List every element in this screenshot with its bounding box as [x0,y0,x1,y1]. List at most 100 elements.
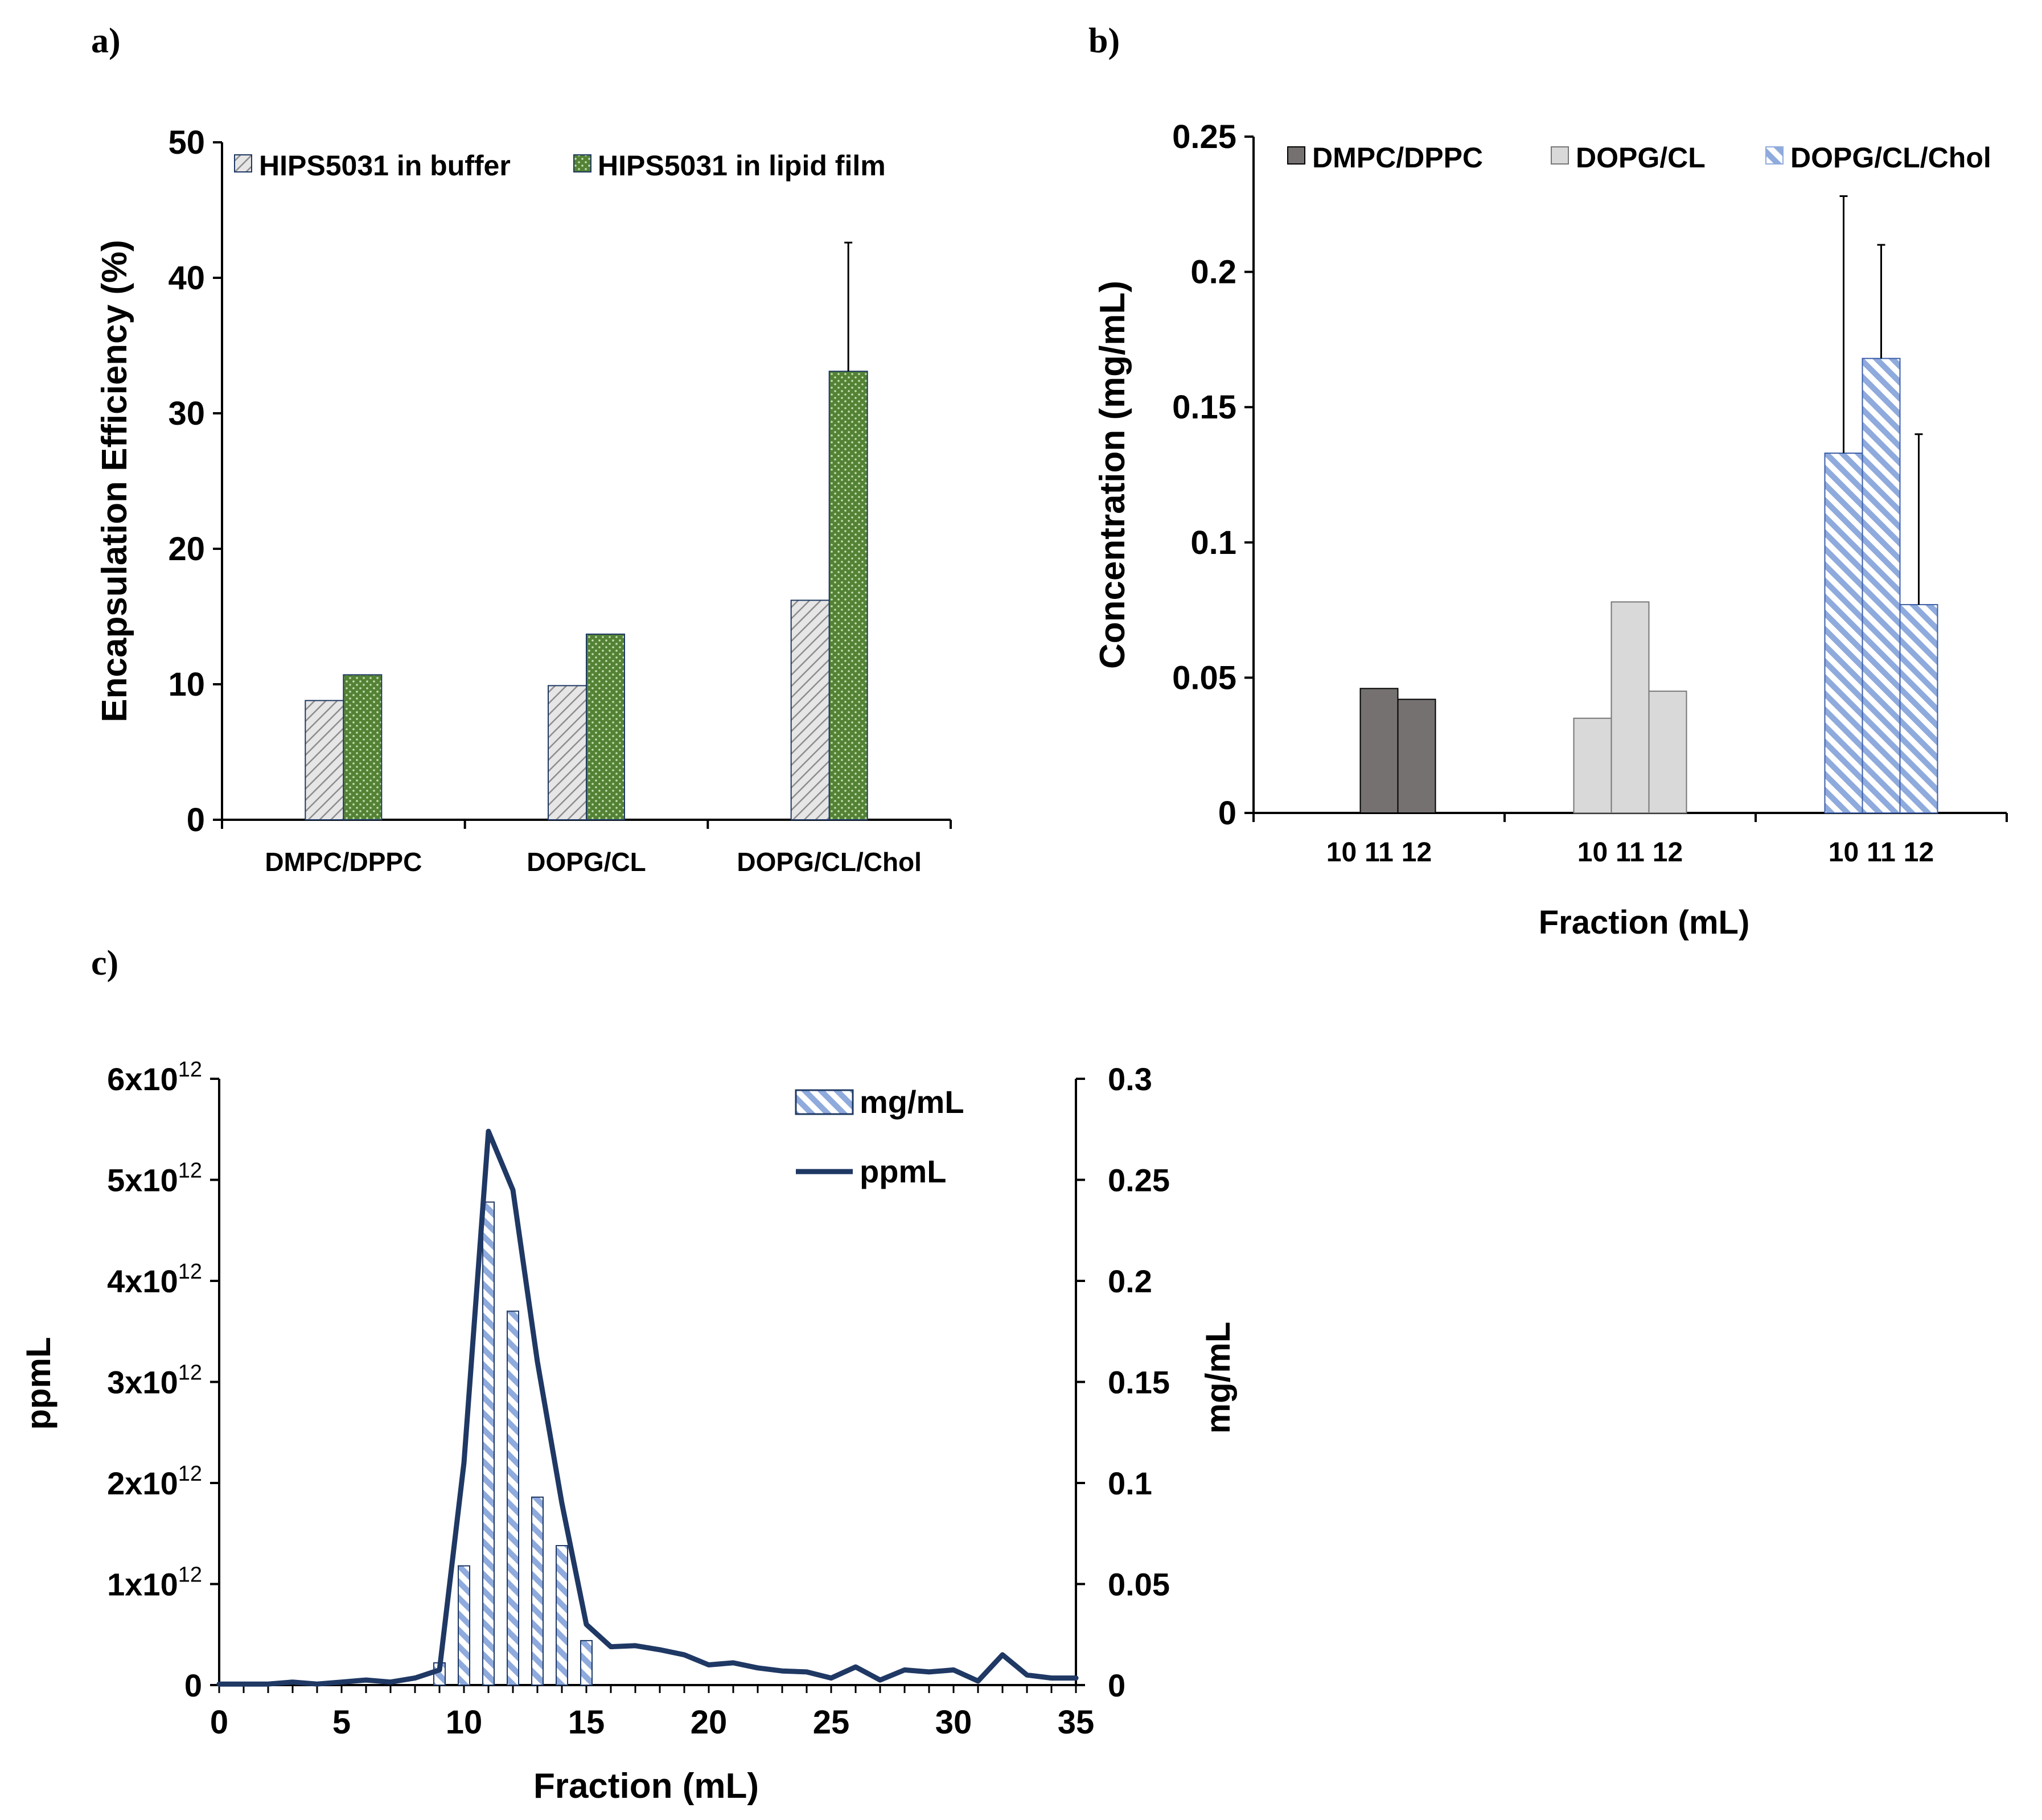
panel-c-right-tick-label: 0 [1108,1667,1125,1703]
panel-a-bar-dmpc-dppc-buffer [305,700,344,821]
panel-a-y-axis-title: Encapsulation Efficiency (%) [95,240,134,722]
legend-swatch-dopg-cl [1551,146,1569,165]
panel-c-left-tick-label: 2x1012 [107,1462,202,1501]
panel-c-x-tick-label: 25 [813,1704,850,1741]
panel-a-y-tick-label: 30 [168,395,205,432]
panel-b-x-axis-title: Fraction (mL) [1539,904,1750,941]
legend-label-lipid-film: HIPS5031 in lipid film [598,150,886,182]
panel-c-bar-f10 [458,1565,470,1686]
legend-label-dopg-cl-chol: DOPG/CL/Chol [1790,142,1991,174]
panel-c-left-tick-exponent: 12 [178,1462,202,1486]
panel-a-bar-dopg-cl-lipid-film [586,633,625,820]
panel-c-left-tick-exponent: 12 [178,1260,202,1284]
panel-b-y-tick-label: 0.25 [1172,118,1236,155]
panel-c-left-tick-base: 2x10 [107,1465,178,1501]
panel-a-y-tick-label: 20 [168,531,205,568]
panel-a-bar-dopg-cl-chol-buffer [790,599,830,820]
panel-c-left-tick-label: 4x1012 [107,1260,202,1299]
panel-c-legend: mg/mL ppmL [795,1084,964,1189]
panel-a-category-label: DOPG/CL/Chol [737,847,922,877]
panel-b-bar-dopg-cl-chol-f11 [1862,358,1901,814]
panel-a-y-tick-label: 50 [168,124,205,161]
panel-b-bar-dopg-cl-f10 [1573,717,1612,814]
panel-b-fraction-label: 11 [1867,837,1896,868]
panel-c-left-tick-label: 6x1012 [107,1058,202,1097]
panel-b-bar-dopg-cl-chol-f10 [1824,452,1863,814]
panel-b-bar-dmpc-dppc-f12 [1397,699,1436,814]
panel-c-x-tick-label: 35 [1058,1704,1095,1741]
panel-c-right-axis-title: mg/mL [1199,1322,1237,1434]
panel-c-left-tick-base: 0 [184,1667,202,1703]
panel-c-x-tick-label: 0 [210,1704,228,1741]
panel-c-left-tick-base: 4x10 [107,1263,178,1299]
panel-b-legend: DMPC/DPPC DOPG/CL DOPG/CL/Chol [1287,142,1991,174]
panel-b-fraction-label: 10 [1577,837,1608,868]
panel-c-bar-f15 [580,1640,593,1686]
panel-c-x-tick-label: 5 [332,1704,351,1741]
panel-label-a: a) [91,22,121,60]
panel-c-x-tick-label: 10 [446,1704,483,1741]
panel-b-bar-dopg-cl-f11 [1610,601,1650,814]
panel-c-bar-f13 [531,1496,544,1686]
panel-c-left-tick-exponent: 12 [178,1159,202,1183]
panel-c-right-tick-label: 0.2 [1108,1263,1152,1299]
panel-c-left-axis-title: ppmL [19,1337,57,1429]
panel-c-left-tick-label: 1x1012 [107,1563,202,1603]
panel-c-left-tick-base: 1x10 [107,1567,178,1603]
panel-b-bar-dmpc-dppc-f11 [1359,688,1399,814]
panel-b-fraction-label: 10 [1829,837,1859,868]
legend-swatch-buffer [234,154,252,172]
panel-b-y-axis-title: Concentration (mg/mL) [1093,281,1132,669]
legend-swatch-lipid-film [573,154,591,172]
panel-b-fraction-label: 11 [1616,837,1645,868]
panel-b-y-tick-label: 0.15 [1172,389,1236,426]
legend-swatch-mg-ml [795,1089,854,1115]
panel-c-bar-f11 [482,1201,495,1686]
panel-c-left-tick-exponent: 12 [178,1058,202,1082]
panel-c-right-tick-label: 0.1 [1108,1465,1152,1501]
panel-c-right-tick-label: 0.15 [1108,1365,1170,1400]
panel-b-fraction-label: 12 [1904,837,1934,868]
panel-c-left-tick-exponent: 12 [178,1563,202,1587]
panel-a-bar-dopg-cl-chol-lipid-film [828,371,868,820]
panel-a-category-label: DOPG/CL [527,847,646,877]
panel-a-y-tick-label: 40 [168,260,205,297]
panel-c-left-tick-label: 0 [184,1667,202,1703]
panel-b-y-tick-label: 0 [1218,795,1236,832]
panel-c-bar-f12 [507,1310,519,1686]
panel-a-chart: 0 10 20 30 40 50 DMPC/DPPC DOPG/CL DOPG/CL/Chol… [95,124,952,877]
panel-a-y-tick-label: 0 [187,802,205,839]
panel-b-y-tick-label: 0.05 [1172,659,1236,696]
panel-c-left-tick-label: 5x1012 [107,1159,202,1198]
panel-c-x-axis-title: Fraction (mL) [533,1766,759,1806]
panel-b-fraction-label: 12 [1402,837,1432,868]
panel-c-right-tick-label: 0.25 [1108,1162,1170,1198]
panel-b-fraction-label: 10 [1326,837,1357,868]
legend-swatch-dopg-cl-chol [1765,146,1784,165]
legend-label-dopg-cl: DOPG/CL [1576,142,1706,174]
legend-label-dmpc-dppc: DMPC/DPPC [1312,142,1483,174]
panel-b-chart: 0 0.05 0.1 0.15 0.2 0.25 10 11 12 10 11 12 10 11 12 C… [1093,118,2008,941]
panel-label-b: b) [1088,22,1120,60]
panel-a-category-label: DMPC/DPPC [265,847,422,877]
legend-label-buffer: HIPS5031 in buffer [259,150,511,182]
panel-c-left-tick-base: 6x10 [107,1061,178,1097]
panel-c-x-tick-label: 20 [691,1704,728,1741]
legend-label-ppml: ppmL [860,1153,946,1189]
panel-c-ppml-line [216,1128,1079,1687]
panel-c-left-tick-base: 3x10 [107,1365,178,1400]
panel-c-right-tick-label: 0.3 [1108,1061,1152,1097]
panel-c-x-tick-label: 15 [568,1704,605,1741]
panel-c-right-tick-label: 0.05 [1108,1567,1170,1603]
panel-c-bar-f14 [556,1545,568,1686]
panel-b-bar-dopg-cl-f12 [1648,691,1687,814]
panel-a-bar-dmpc-dppc-lipid-film [343,674,383,820]
panel-c-x-tick-label: 30 [935,1704,972,1741]
panel-a-y-tick-label: 10 [168,666,205,703]
panel-c-left-tick-label: 3x1012 [107,1361,202,1400]
panel-b-fraction-label: 12 [1653,837,1683,868]
legend-swatch-dmpc-dppc [1287,146,1305,165]
panel-b-bar-dopg-cl-chol-f12 [1899,604,1938,814]
